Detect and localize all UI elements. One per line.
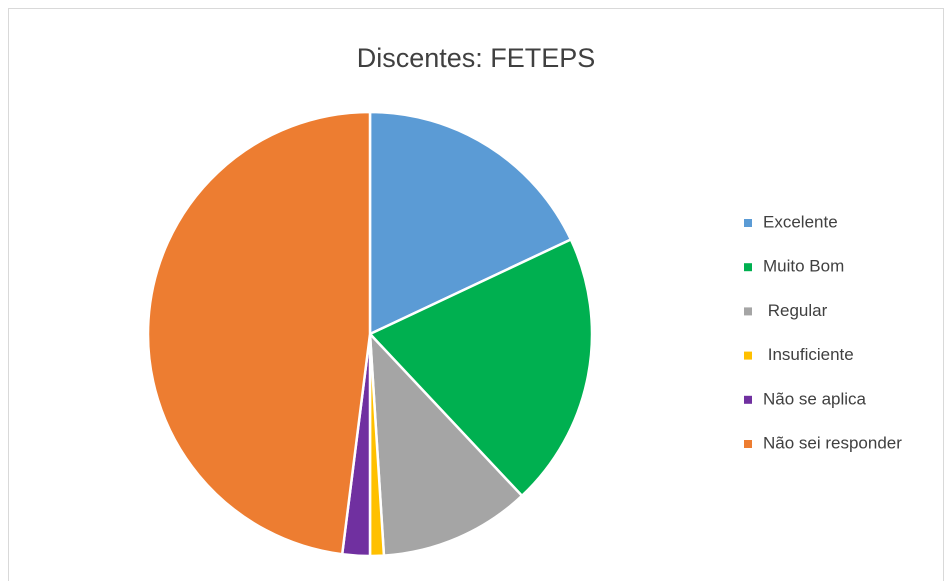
legend-swatch — [744, 219, 752, 227]
legend-swatch — [744, 307, 752, 316]
legend-label: Regular — [763, 301, 828, 320]
legend-label: Insuficiente — [763, 345, 854, 364]
legend-swatch — [744, 351, 752, 360]
legend-swatch — [744, 263, 752, 272]
pie-slice — [367, 237, 594, 498]
pie-slice — [368, 110, 573, 336]
pie-slice — [146, 110, 372, 556]
pie-slice — [368, 330, 524, 557]
legend-label: Não sei responder — [763, 433, 902, 452]
chart-title: Discentes: FETEPS — [357, 43, 596, 73]
legend-swatch — [744, 395, 752, 404]
legend-swatch — [744, 440, 752, 448]
legend-label: Excelente — [763, 212, 838, 231]
legend-label: Muito Bom — [763, 257, 844, 276]
legend-label: Não se aplica — [763, 389, 867, 408]
